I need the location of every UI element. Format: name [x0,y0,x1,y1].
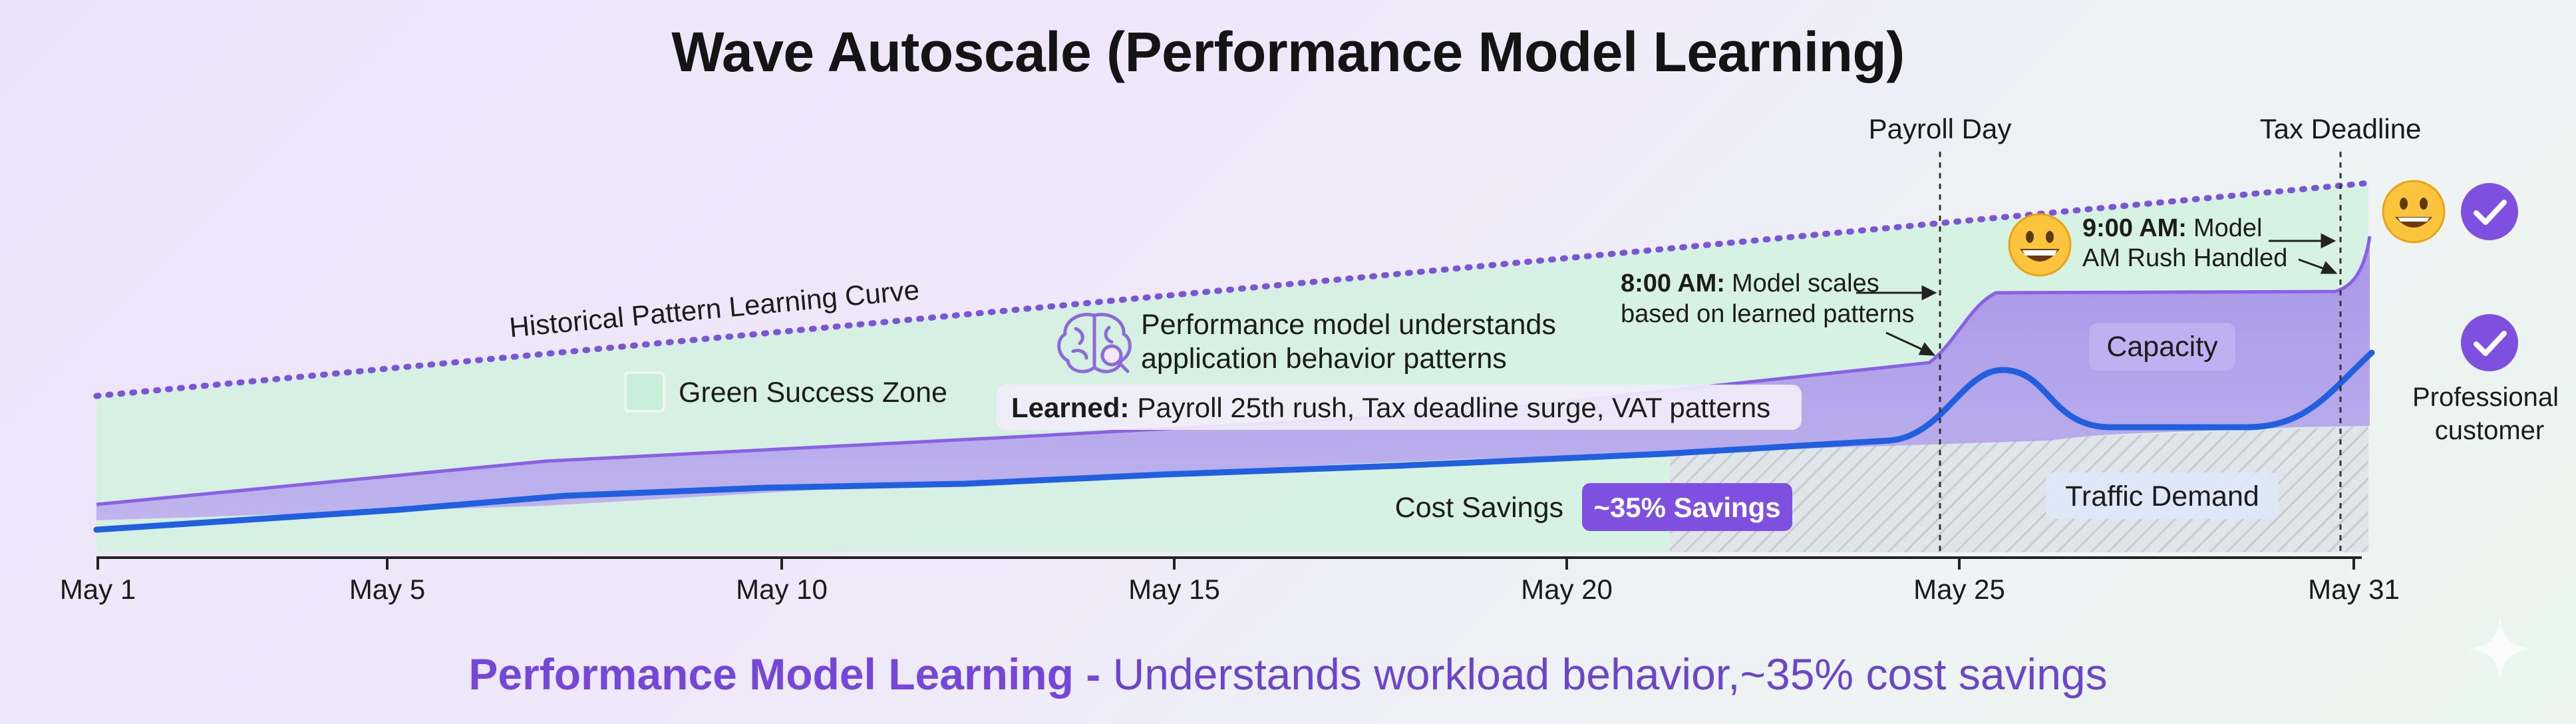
am8-annotation-line1: 8:00 AM: Model scales [1621,270,1879,297]
learned-callout-box [997,385,1802,430]
learned-text: Payroll 25th rush, Tax deadline surge, V… [1137,392,1770,423]
am8-arrows [1856,285,1937,356]
am8-text: Model scales [1732,270,1879,297]
professional-customer-line2: customer [2435,416,2545,445]
capacity-label-box [2089,323,2235,371]
capacity-top-line [96,236,2372,506]
model-desc-line1: Performance model understands [1141,309,1556,341]
x-axis-tick-label: May 10 [736,574,828,605]
savings-badge [1582,483,1792,531]
smile-emoji-icon [2382,180,2446,244]
am9-text: Model [2193,214,2263,242]
professional-customer-line1: Professional [2412,383,2559,412]
cost-savings-region [1670,426,2368,552]
traffic-demand-label: Traffic Demand [2065,480,2259,512]
x-axis-tick-label: May 1 [60,574,136,605]
page-title: Wave Autoscale (Performance Model Learni… [671,21,1905,83]
am9-annotation-line2: AM Rush Handled [2082,244,2287,272]
am8-bold: 8:00 AM: [1621,270,1725,297]
brain-icon [1057,313,1132,373]
x-axis-tick-label: May 15 [1128,574,1220,605]
tax-deadline-label: Tax Deadline [2260,113,2422,144]
traffic-label-box [2046,472,2279,519]
cost-savings-label: Cost Savings [1395,492,1563,524]
x-axis-tick-label: May 31 [2308,574,2400,605]
grin-emoji-icon [2008,213,2072,277]
am9-bold: 9:00 AM: [2082,214,2187,242]
x-axis-tick-label: May 5 [349,574,425,605]
learned-callout: Learned: Payroll 25th rush, Tax deadline … [1011,392,1770,423]
green-zone-label: Green Success Zone [679,377,947,409]
traffic-demand-line [93,349,2375,533]
footer-bold: Performance Model Learning - [468,649,1101,699]
footer-tagline: Performance Model Learning - Understands… [0,649,2576,699]
am8-annotation-line2: based on learned patterns [1621,300,1915,328]
footer-text-a: Understands workload behavior, [1112,649,1740,699]
learned-bold: Learned: [1011,392,1129,423]
green-zone-swatch [624,371,665,413]
footer-text-b: ~35% cost savings [1740,649,2108,699]
check-circle-icon [2461,183,2518,240]
payroll-day-label: Payroll Day [1869,113,2012,144]
capacity-area [96,236,2370,520]
check-circle-icon [2461,314,2518,371]
sparkle-icon [2468,616,2532,682]
capacity-label: Capacity [2106,331,2218,363]
x-axis-tick-label: May 25 [1913,574,2005,605]
model-desc-line2: application behavior patterns [1141,343,1507,375]
am9-arrows [2269,233,2338,274]
savings-badge-text: ~35% Savings [1593,492,1780,523]
learning-curve-line [93,180,2372,399]
am9-annotation-line1: 9:00 AM: Model [2082,214,2262,242]
x-axis-tick-label: May 20 [1521,574,1613,605]
